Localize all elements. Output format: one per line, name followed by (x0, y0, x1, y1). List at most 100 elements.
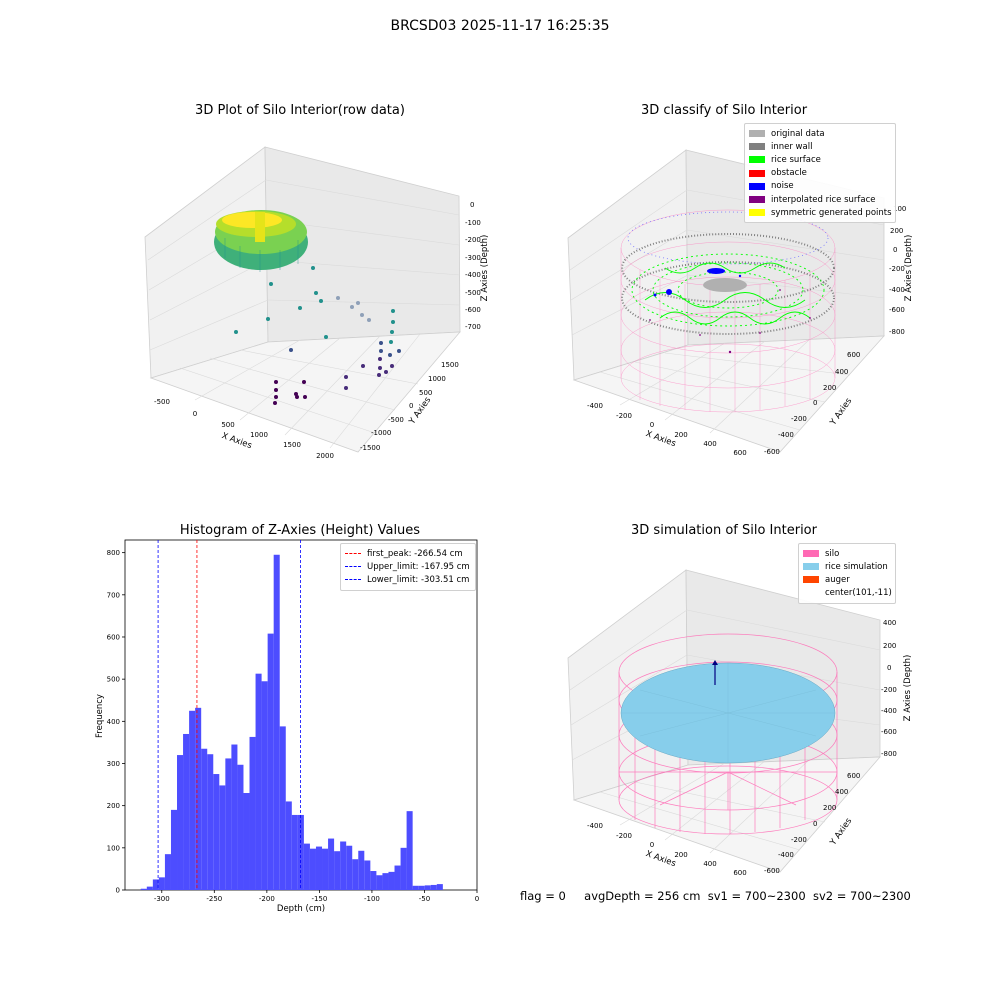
histogram-y-label: Frequency (95, 694, 105, 738)
y-axis-label-classify: Y Axies (828, 396, 855, 428)
z-tick-label: -400 (889, 286, 905, 294)
histogram-bar (189, 710, 196, 890)
panel-histogram: -300 -250 -200 -150 -100 -50 0 0 100 200 300 400 50… (95, 539, 479, 914)
noise-points (653, 268, 742, 297)
y-tick-label: 600 (847, 772, 860, 780)
z-ticks-classify: 100 200 0 -200 -400 -600 -800 (889, 205, 906, 336)
histogram-bar (400, 847, 407, 890)
histogram-bar (358, 850, 365, 890)
legend-swatch (749, 196, 765, 204)
histogram-bar (267, 633, 274, 890)
legend-swatch (749, 182, 765, 190)
panel-title-raw: 3D Plot of Silo Interior(row data) (195, 103, 405, 118)
histogram-bar (213, 774, 220, 890)
x-tick-label: -100 (364, 895, 380, 903)
x-tick-label: -150 (311, 895, 327, 903)
legend-line (345, 553, 361, 555)
x-tick-label: -400 (587, 822, 603, 830)
histogram-bar (382, 873, 389, 890)
panel-title-classify: 3D classify of Silo Interior (640, 103, 808, 118)
histogram-bar (207, 754, 214, 890)
x-tick-label: 1000 (250, 431, 268, 439)
x-tick-label: 500 (221, 421, 234, 429)
status-flag: flag = 0 (520, 889, 566, 903)
histogram-bar (309, 848, 316, 890)
x-tick-label: 0 (193, 410, 197, 418)
histogram-bar (158, 877, 165, 890)
y-tick-label: -200 (791, 415, 807, 423)
x-axis-label-raw: X Axies (220, 431, 253, 451)
histogram-bar (388, 871, 395, 890)
x-ticks-classify: -400 -200 0 200 400 600 (587, 402, 747, 457)
x-axis-label-classify: X Axies (644, 429, 677, 449)
histogram-bar (406, 811, 413, 890)
x-tick-label: -400 (587, 402, 603, 410)
legend-label: Upper_limit: -167.95 cm (367, 561, 470, 572)
y-ticks-simulation: 600 400 200 0 -200 -400 -600 (764, 772, 860, 875)
z-axis-label-simulation: Z Axies (Depth) (903, 655, 913, 722)
legend-classify: original data inner wall rice surface ob… (744, 123, 896, 224)
y-tick-label: 0 (116, 887, 120, 895)
legend-item-rice-surface: rice surface (749, 153, 891, 166)
y-tick-label: 400 (835, 368, 848, 376)
z-tick-label: -600 (889, 306, 905, 314)
legend-item-inner-wall: inner wall (749, 140, 891, 153)
z-tick-label: -200 (881, 686, 897, 694)
x-tick-label: -200 (616, 832, 632, 840)
legend-line (345, 579, 361, 581)
y-tick-label: 800 (107, 549, 120, 557)
histogram-bar (164, 854, 171, 890)
y-tick-label: -1000 (371, 429, 391, 437)
y-tick-label: 500 (419, 389, 432, 397)
x-tick-label: 0 (650, 841, 654, 849)
x-tick-label: 200 (674, 431, 687, 439)
rice-surface-points (631, 253, 825, 327)
histogram-bar (152, 879, 159, 890)
panel-simulation-3d: -400 -200 0 200 400 600 X Axies 600 400 … (567, 569, 913, 877)
y-tick-label: 200 (823, 384, 836, 392)
histogram-y-ticks: 0 100 200 300 400 500 600 700 800 (107, 549, 125, 895)
legend-label: auger (825, 574, 850, 585)
histogram-bar (261, 681, 268, 890)
x-tick-label: -200 (616, 412, 632, 420)
legend-item-upper-limit: Upper_limit: -167.95 cm (345, 560, 471, 573)
histogram-bar (219, 785, 226, 890)
histogram-bar (237, 764, 244, 890)
auger (712, 660, 718, 685)
y-tick-label: 300 (107, 760, 120, 768)
legend-label: original data (771, 128, 825, 139)
legend-label: center(101,-11) (825, 588, 892, 599)
legend-item-original-data: original data (749, 127, 891, 140)
z-tick-label: -300 (465, 254, 481, 262)
y-tick-label: 1500 (441, 361, 459, 369)
y-tick-label: 200 (823, 804, 836, 812)
z-tick-label: -600 (465, 306, 481, 314)
original-data-core (703, 278, 747, 292)
histogram-bar (225, 758, 232, 890)
legend-label: inner wall (771, 141, 813, 152)
legend-label: rice simulation (825, 561, 888, 572)
x-ticks-simulation: -400 -200 0 200 400 600 (587, 822, 747, 877)
legend-swatch (749, 169, 765, 177)
x-tick-label: 400 (703, 860, 716, 868)
legend-line (345, 566, 361, 568)
legend-histogram: first_peak: -266.54 cm Upper_limit: -167… (340, 543, 476, 591)
panel-raw-3d: -500 0 500 1000 1500 2000 X Axies 1500 1… (144, 146, 490, 460)
histogram-bar (364, 860, 371, 890)
x-ticks-raw: -500 0 500 1000 1500 2000 (154, 398, 334, 460)
histogram-reference-lines (157, 540, 301, 890)
x-tick-label: 600 (733, 449, 746, 457)
x-tick-label: 600 (733, 869, 746, 877)
silo-wireframe-classify (620, 209, 836, 413)
z-ticks-simulation: 400 200 0 -200 -400 -600 -800 (881, 619, 897, 758)
legend-label: interpolated rice surface (771, 194, 876, 205)
y-tick-label: -400 (778, 431, 794, 439)
z-tick-label: 400 (883, 619, 896, 627)
y-axis-label-raw: Y Axies (407, 395, 434, 427)
histogram-bar (201, 748, 208, 890)
histogram-x-label: Depth (cm) (277, 904, 325, 914)
y-tick-label: 100 (107, 844, 120, 852)
legend-label: obstacle (771, 168, 807, 179)
y-tick-label: -200 (791, 836, 807, 844)
y-tick-label: 600 (107, 633, 120, 641)
